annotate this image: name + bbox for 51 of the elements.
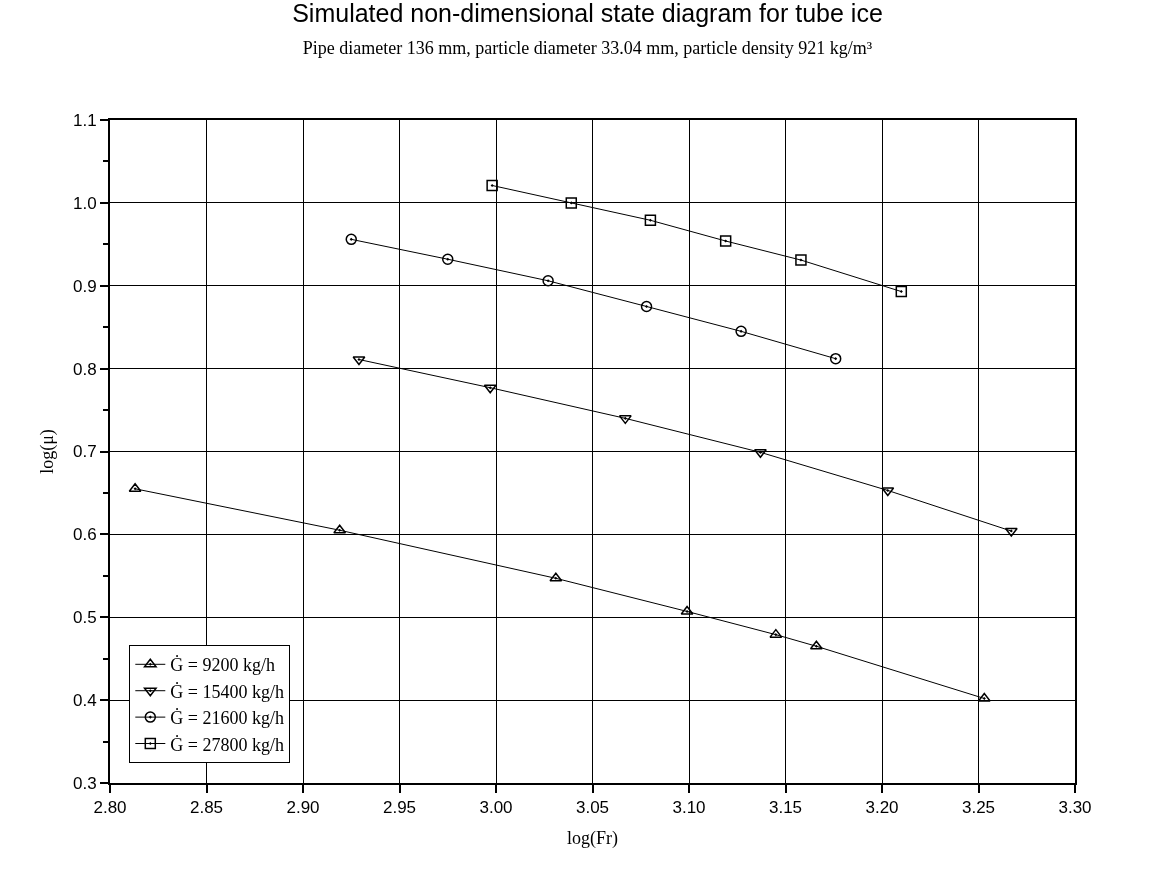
point — [644, 214, 657, 227]
point — [486, 179, 498, 192]
x-tick-label: 3.25 — [961, 798, 996, 818]
point — [542, 275, 554, 287]
point — [829, 352, 842, 365]
y-tick-label: 0.9 — [72, 276, 97, 296]
legend-label: Ġ = 9200 kg/h — [170, 655, 275, 676]
y-tick-label: 0.5 — [72, 608, 97, 628]
point — [333, 524, 347, 534]
legend-label: Ġ = 21600 kg/h — [170, 708, 284, 729]
x-tick-label: 3.00 — [479, 798, 513, 818]
x-tick-label: 2.80 — [93, 798, 127, 818]
x-tick-label: 2.85 — [189, 798, 224, 818]
y-tick-label: 0.8 — [72, 359, 97, 379]
y-axis-title: log(μ) — [36, 429, 58, 474]
point — [549, 572, 563, 582]
point — [352, 356, 366, 366]
point — [618, 415, 632, 425]
point — [719, 235, 732, 247]
point — [895, 285, 908, 298]
point — [769, 628, 783, 638]
point — [565, 197, 578, 209]
point — [977, 692, 991, 702]
point — [680, 605, 694, 615]
point — [1004, 527, 1018, 537]
x-tick-label: 3.20 — [865, 798, 899, 818]
point — [735, 325, 747, 338]
point — [483, 384, 497, 394]
point — [795, 254, 807, 266]
x-tick-label: 3.10 — [672, 798, 706, 818]
y-tick-label: 0.6 — [72, 525, 97, 545]
chart-title: Simulated non-dimensional state diagram for tube ice — [292, 0, 883, 27]
x-tick-label: 2.95 — [382, 798, 417, 818]
x-tick-label: 3.15 — [768, 798, 803, 818]
legend-label: Ġ = 15400 kg/h — [170, 681, 284, 702]
point — [442, 253, 454, 265]
y-tick-label: 0.3 — [72, 773, 97, 793]
chart-subtitle: Pipe diameter 136 mm, particle diameter 33.04 mm, particle density 921 kg/m³ — [302, 38, 873, 59]
x-tick-label: 3.30 — [1058, 798, 1092, 818]
legend-label: Ġ = 27800 kg/h — [170, 734, 284, 755]
point — [345, 233, 357, 246]
point — [640, 300, 653, 313]
y-tick-label: 0.4 — [72, 691, 97, 711]
y-tick-label: 1.0 — [72, 193, 97, 213]
y-tick-label: 1.1 — [72, 110, 97, 130]
x-axis-title: log(Fr) — [567, 828, 618, 849]
y-tick-label: 0.7 — [72, 442, 97, 462]
point — [809, 640, 823, 650]
point — [128, 483, 142, 493]
x-tick-label: 3.05 — [575, 798, 610, 818]
x-tick-label: 2.90 — [286, 798, 320, 818]
